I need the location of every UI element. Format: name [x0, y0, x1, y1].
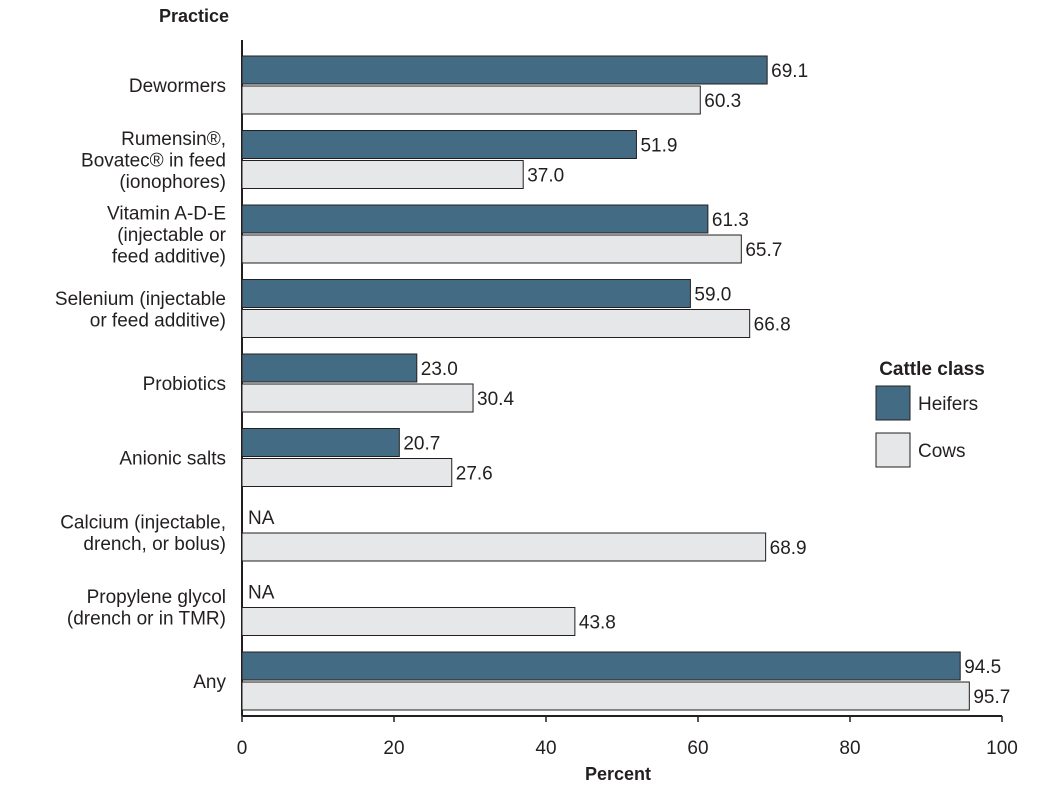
category-label-line: or feed additive): [90, 310, 226, 331]
legend-swatch-cows: [875, 432, 911, 468]
category-label-line: feed additive): [112, 247, 226, 268]
category-label-line: Vitamin A-D-E: [107, 204, 226, 225]
x-tick-label: 0: [237, 738, 248, 759]
bar-heifers: [241, 651, 961, 681]
category-label-line: Probiotics: [143, 374, 226, 395]
category-label: Vitamin A-D-E (injectable or feed additive…: [107, 204, 227, 268]
data-label: 61.3: [712, 210, 749, 231]
category-label-line: (ionophores): [119, 172, 226, 193]
data-label-na: NA: [248, 583, 275, 604]
data-label: 27.6: [456, 464, 493, 485]
bar-cows: [241, 383, 474, 413]
bar-heifers: [241, 279, 691, 308]
x-tick-label: 60: [687, 738, 708, 759]
legend-label-cows: Cows: [918, 441, 966, 462]
category-label-line: Rumensin®,: [121, 129, 226, 150]
data-label: 20.7: [403, 434, 440, 455]
x-tick-label: 40: [535, 738, 556, 759]
category-label: Selenium (injectable or feed additive): [55, 289, 226, 332]
category-label-line: Anionic salts: [119, 449, 226, 470]
category-label-line: drench, or bolus): [83, 534, 226, 555]
category-label-line: Calcium (injectable,: [60, 512, 226, 533]
data-label: 69.1: [771, 61, 808, 82]
category-label: Any: [193, 672, 226, 693]
legend: Cattle class Heifers Cows: [875, 359, 985, 468]
category-label-line: Selenium (injectable: [55, 289, 226, 310]
category-label-line: Propylene glycol: [87, 587, 226, 608]
bar-cows: [241, 681, 970, 711]
bar-cows: [241, 234, 742, 264]
legend-title: Cattle class: [879, 359, 985, 380]
category-label: Anionic salts: [119, 449, 226, 470]
data-label: 23.0: [421, 359, 458, 380]
category-label-line: Any: [193, 672, 226, 693]
legend-swatch-heifers: [875, 385, 911, 421]
data-label: 68.9: [770, 538, 807, 559]
data-label: 59.0: [694, 285, 731, 306]
bar-cows: [241, 607, 576, 636]
data-label: 95.7: [973, 687, 1010, 708]
category-label-line: (drench or in TMR): [67, 608, 226, 629]
bar-cows: [241, 309, 751, 338]
bar-cows: [241, 532, 767, 562]
data-label: 66.8: [754, 315, 791, 336]
data-label-na: NA: [248, 508, 275, 529]
data-label: 43.8: [579, 613, 616, 634]
category-label-line: Dewormers: [129, 76, 226, 97]
labels-group: Dewormers 69.1 60.3 Rumensin®, Bovatec® in f…: [55, 61, 1010, 708]
category-label: Probiotics: [143, 374, 226, 395]
x-tick-label: 80: [839, 738, 860, 759]
bar-heifers: [241, 55, 768, 85]
bar-heifers: [241, 428, 400, 457]
bar-cows: [241, 160, 524, 189]
category-label-line: Bovatec® in feed: [81, 151, 226, 172]
bar-cows: [241, 458, 453, 487]
x-tick-label: 20: [383, 738, 404, 759]
data-label: 30.4: [477, 389, 514, 410]
bars-group: [241, 55, 970, 711]
data-label: 65.7: [745, 240, 782, 261]
data-label: 51.9: [640, 136, 677, 157]
bar-cows: [241, 85, 701, 115]
bar-heifers: [241, 204, 709, 234]
category-label: Dewormers: [129, 76, 226, 97]
data-label: 37.0: [527, 166, 564, 187]
x-axis-title: Percent: [585, 764, 651, 784]
data-label: 60.3: [704, 91, 741, 112]
bar-heifers: [241, 353, 418, 383]
category-label: Rumensin®, Bovatec® in feed (ionophores): [81, 129, 226, 193]
x-tick-label: 100: [986, 738, 1018, 759]
category-label-line: (injectable or: [117, 225, 226, 246]
bar-heifers: [241, 130, 637, 159]
category-label: Calcium (injectable, drench, or bolus): [60, 512, 226, 555]
data-label: 94.5: [964, 657, 1001, 678]
legend-label-heifers: Heifers: [918, 394, 978, 415]
category-label: Propylene glycol (drench or in TMR): [67, 587, 226, 630]
y-axis-title: Practice: [159, 6, 229, 26]
